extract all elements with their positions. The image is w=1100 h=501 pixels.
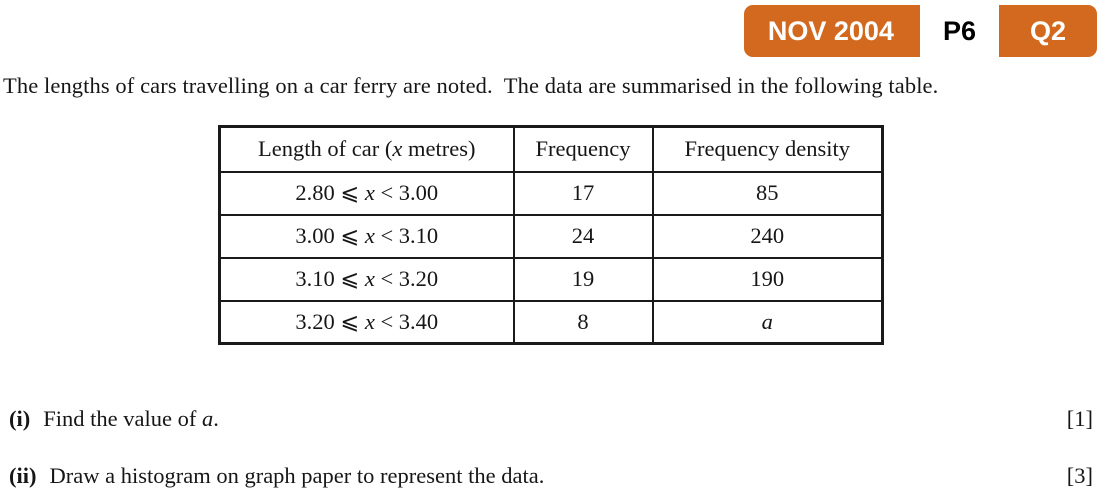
density-cell-unknown: a — [651, 299, 884, 345]
frequency-cell: 8 — [512, 299, 654, 345]
interval-cell: 3.20 ⩽ x < 3.40 — [218, 299, 515, 345]
interval-pre: 3.10 ⩽ — [295, 266, 365, 291]
question-i-number: (i) — [9, 406, 31, 431]
question-ii-marks: [3] — [1066, 463, 1093, 488]
interval-cell: 2.80 ⩽ x < 3.00 — [218, 170, 515, 216]
interval-post: < 3.20 — [374, 266, 439, 291]
question-ii-number: (ii) — [9, 463, 37, 488]
interval-post: < 3.40 — [374, 308, 439, 334]
question-ii-text: Draw a histogram on graph paper to repre… — [49, 463, 545, 488]
question-list: (i) Find the value of a. [1] (ii) Draw a… — [0, 406, 1100, 489]
intro-sentence: The lengths of cars travelling on a car … — [3, 73, 939, 98]
table-row: 2.80 ⩽ x < 3.00 17 85 — [218, 170, 884, 216]
table-row: 3.10 ⩽ x < 3.20 19 190 — [218, 256, 884, 302]
frequency-table: Length of car (x metres) Frequency Frequ… — [218, 125, 884, 345]
frequency-cell: 19 — [512, 256, 654, 302]
interval-var: x — [364, 223, 375, 248]
interval-cell: 3.00 ⩽ x < 3.10 — [218, 213, 515, 259]
column-header-frequency: Frequency — [512, 125, 654, 173]
question-badge: NOV 2004 P6 Q2 — [743, 5, 1097, 57]
badge-paper-label: P6 — [919, 5, 999, 57]
density-cell: 85 — [651, 170, 884, 216]
interval-pre: 3.20 ⩽ — [295, 308, 365, 334]
interval-pre: 3.00 ⩽ — [295, 223, 365, 248]
frequency-cell: 24 — [512, 213, 654, 259]
question-ii: (ii) Draw a histogram on graph paper to … — [0, 463, 1100, 489]
header-length-post: metres) — [402, 136, 476, 162]
question-i-text-body: Find the value of — [43, 406, 202, 431]
density-cell: 240 — [651, 213, 884, 259]
badge-question-label: Q2 — [1029, 16, 1066, 46]
badge-session-label: NOV 2004 — [767, 16, 894, 46]
table-header-row: Length of car (x metres) Frequency Frequ… — [218, 125, 884, 173]
question-i-var: a — [201, 406, 214, 431]
question-i-marks: [1] — [1066, 406, 1093, 431]
interval-var: x — [364, 266, 375, 291]
interval-var: x — [364, 180, 375, 205]
interval-var: x — [364, 308, 375, 334]
header-length-pre: Length of car ( — [258, 136, 393, 162]
interval-pre: 2.80 ⩽ — [295, 180, 365, 205]
header-length-var: x — [392, 136, 403, 162]
question-i-suffix: . — [213, 406, 219, 431]
table-row: 3.00 ⩽ x < 3.10 24 240 — [218, 213, 884, 259]
column-header-length: Length of car (x metres) — [218, 125, 515, 173]
table-row: 3.20 ⩽ x < 3.40 8 a — [218, 299, 884, 345]
interval-post: < 3.10 — [374, 223, 439, 248]
frequency-cell: 17 — [512, 170, 654, 216]
question-i-text: Find the value of a. — [43, 406, 219, 432]
interval-post: < 3.00 — [374, 180, 439, 205]
column-header-density: Frequency density — [651, 125, 884, 173]
interval-cell: 3.10 ⩽ x < 3.20 — [218, 256, 515, 302]
question-i: (i) Find the value of a. [1] — [0, 406, 1100, 432]
intro-text: The lengths of cars travelling on a car … — [0, 0, 1100, 99]
density-cell: 190 — [651, 256, 884, 302]
